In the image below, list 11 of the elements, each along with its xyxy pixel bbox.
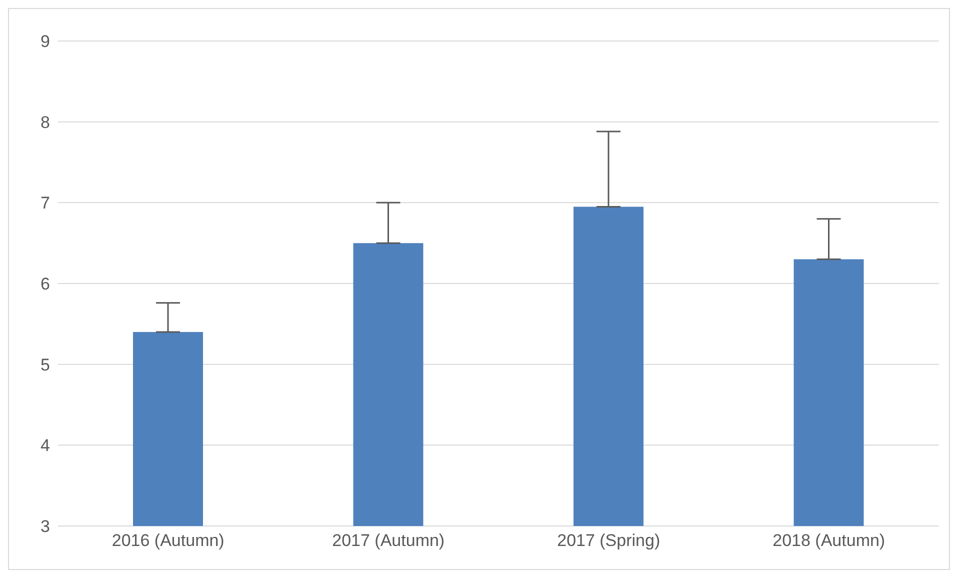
x-tick-label: 2018 (Autumn) xyxy=(772,531,886,550)
y-tick-label: 8 xyxy=(40,112,50,132)
x-tick-label: 2017 (Spring) xyxy=(557,531,660,550)
y-tick-label: 4 xyxy=(40,436,50,456)
y-tick-label: 5 xyxy=(40,355,50,374)
y-tick-label: 3 xyxy=(40,517,50,536)
y-tick-label: 6 xyxy=(40,274,50,294)
x-tick-label: 2016 (Autumn) xyxy=(112,531,224,550)
x-tick-label: 2017 (Autumn) xyxy=(332,531,445,550)
y-tick-label: 9 xyxy=(40,32,50,52)
y-tick-label: 7 xyxy=(40,194,50,213)
